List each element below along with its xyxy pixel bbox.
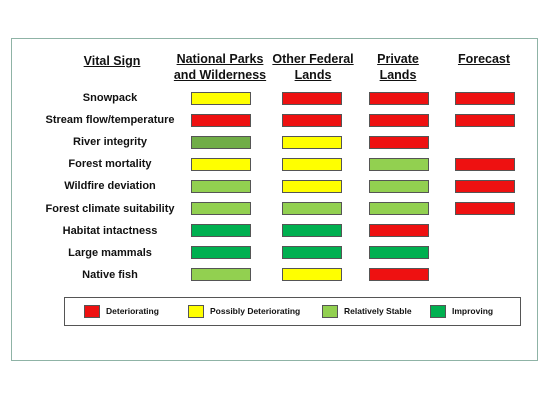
row-label: Wildfire deviation (64, 180, 156, 193)
legend-label: Improving (452, 306, 494, 316)
status-cell (369, 202, 429, 215)
row-header-vital-sign: Vital Sign (83, 54, 141, 68)
status-cell (455, 113, 515, 127)
legend: Deteriorating Possibly Deteriorating Relat… (64, 297, 521, 326)
status-cell (191, 224, 251, 238)
status-cell (282, 91, 342, 105)
row-label: Snowpack (82, 92, 138, 104)
status-cell (282, 157, 342, 171)
legend-swatch (322, 305, 338, 318)
column-header-line: Private (377, 52, 419, 66)
status-cell (282, 268, 342, 282)
status-cell (191, 135, 251, 149)
row-label: Forest mortality (68, 158, 152, 171)
status-cell (455, 202, 515, 215)
status-cell (369, 246, 429, 260)
column-header-line: Other Federal (272, 52, 354, 66)
status-cell (191, 202, 251, 215)
column-header-line: Lands (294, 68, 332, 82)
row-label: Habitat intactness (62, 224, 158, 237)
status-cell (369, 268, 429, 282)
status-cell (282, 224, 342, 238)
status-cell (282, 202, 342, 215)
status-cell (191, 246, 251, 260)
status-cell (369, 179, 429, 193)
row-label: Large mammals (68, 246, 152, 259)
chart-frame (11, 38, 538, 361)
column-header-ofl: Other Federal Lands (272, 51, 353, 83)
status-cell (282, 179, 342, 193)
column-header-pl: Private Lands (377, 51, 419, 83)
row-label: Stream flow/temperature (45, 114, 175, 127)
column-header-np: National Parks and Wilderness (174, 51, 266, 83)
status-cell (191, 268, 251, 282)
status-cell (282, 113, 342, 127)
status-cell (455, 179, 515, 193)
status-cell (369, 113, 429, 127)
row-label: Forest climate suitability (45, 202, 175, 215)
row-label: Native fish (82, 268, 138, 281)
status-cell (191, 91, 251, 105)
status-cell (191, 179, 251, 193)
status-cell (455, 157, 515, 171)
legend-swatch (430, 305, 446, 318)
status-cell (369, 224, 429, 238)
column-header-line: Lands (379, 68, 417, 82)
legend-swatch (84, 305, 100, 318)
column-header-line: and Wilderness (173, 68, 267, 82)
status-cell (282, 135, 342, 149)
status-cell (282, 246, 342, 260)
legend-label: Relatively Stable (344, 306, 412, 316)
status-cell (369, 157, 429, 171)
column-header-line: Forecast (457, 52, 511, 66)
legend-swatch (188, 305, 204, 318)
column-header-line: National Parks (176, 52, 264, 66)
status-cell (191, 113, 251, 127)
legend-label: Possibly Deteriorating (210, 306, 301, 316)
status-cell (455, 91, 515, 105)
status-cell (369, 91, 429, 105)
column-header-fc: Forecast (458, 51, 510, 67)
legend-label: Deteriorating (106, 306, 159, 316)
status-cell (191, 157, 251, 171)
row-label: River integrity (73, 136, 147, 149)
status-cell (369, 135, 429, 149)
